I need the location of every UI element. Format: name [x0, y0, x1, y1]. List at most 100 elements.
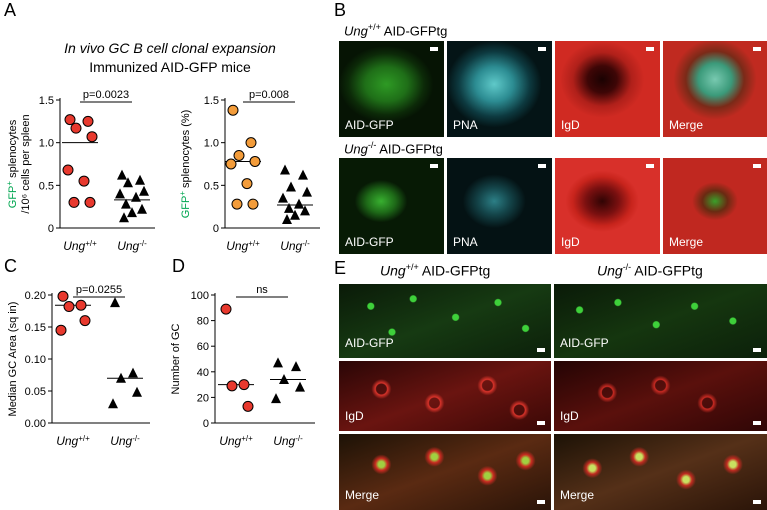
tile-label: IgD [560, 409, 579, 423]
y-tick-label: 0 [213, 223, 219, 235]
data-point-circle [64, 114, 76, 126]
p-value-label: ns [256, 284, 268, 296]
scale-bar [646, 47, 654, 51]
data-point-circle [63, 301, 75, 313]
y-label-sup: + [5, 181, 14, 186]
scale-bar [537, 500, 545, 504]
data-point-triangle [115, 188, 125, 199]
data-point-circle [249, 155, 261, 167]
tile-label: AID-GFP [345, 336, 394, 350]
data-point-triangle [279, 373, 289, 384]
p-value-label: p=0.008 [249, 89, 289, 101]
y-tick-label: 20 [197, 392, 209, 404]
y-tick-label: 0 [48, 223, 54, 235]
x-category-base: Ung [117, 239, 139, 253]
y-tick-label: 100 [191, 290, 209, 302]
scale-bar [753, 348, 761, 352]
x-category-genotype: +/+ [248, 239, 260, 248]
scale-bar [753, 421, 761, 425]
data-point-triangle [116, 372, 126, 383]
tile-label: Merge [560, 488, 595, 502]
data-point-triangle [286, 181, 296, 192]
data-point-triangle [139, 185, 149, 196]
data-point-circle [82, 115, 94, 127]
tile-label: AID-GFP [560, 336, 609, 350]
x-category-genotype: +/+ [78, 434, 90, 443]
x-category-label: Ung-/- [273, 434, 303, 449]
y-axis-label: GFP+ splenocytes [5, 119, 20, 208]
y-axis-label: Number of GC [170, 323, 182, 394]
x-category-base: Ung [226, 239, 248, 253]
b-r1-pna-tile: PNA [447, 41, 552, 137]
chart-c: 0.00 0.05 0.10 0.15 0.20 Median GC Area (sq i… [7, 284, 150, 449]
x-category-label: Ung-/- [117, 239, 147, 254]
x-category-base: Ung [110, 434, 132, 448]
x-category-label: Ung-/- [280, 239, 310, 254]
data-point-triangle [298, 169, 308, 180]
b-r2-merge-tile: Merge [663, 158, 767, 254]
scale-bar [430, 164, 438, 168]
tile-label: IgD [345, 409, 364, 423]
tile-label: AID-GFP [345, 118, 394, 132]
tile-label: IgD [561, 118, 580, 132]
x-category-genotype: -/- [295, 434, 303, 443]
y-tick-label: 0.15 [25, 322, 46, 334]
data-point-triangle [123, 177, 133, 188]
y-label-rest: splenocytes [7, 119, 19, 181]
b-r1-merge-tile: Merge [663, 41, 767, 137]
data-point-triangle [282, 213, 292, 224]
scale-bar [538, 47, 546, 51]
y-tick-label: 0.20 [25, 290, 46, 302]
b-r1-igd-tile: IgD [555, 41, 660, 137]
panel-letter-c: C [4, 256, 17, 276]
data-point-circle [220, 303, 232, 315]
scale-bar [430, 47, 438, 51]
x-category-label: Ung+/+ [219, 434, 253, 449]
e-wt-igd-tile: IgD [339, 361, 551, 431]
panel-letter-a: A [4, 0, 17, 20]
b-r2-igd-tile: IgD [555, 158, 660, 254]
data-point-circle [245, 137, 257, 149]
scale-bar [753, 47, 761, 51]
y-label-gfp: GFP [7, 186, 19, 209]
y-tick-label: 1.0 [204, 138, 219, 150]
y-axis-label-line2: /10⁶ cells per spleen [20, 114, 32, 213]
x-category-label: Ung+/+ [56, 434, 90, 449]
scale-bar [538, 164, 546, 168]
data-point-circle [70, 122, 82, 134]
x-category-label: Ung-/- [110, 434, 140, 449]
x-category-base: Ung [56, 434, 78, 448]
data-point-triangle [135, 174, 145, 185]
b-r2-pna-tile: PNA [447, 158, 552, 254]
x-category-genotype: +/+ [241, 434, 253, 443]
panel-e-col2-header: Ung-/- AID-GFPtg [597, 262, 703, 279]
x-category-genotype: -/- [302, 239, 310, 248]
data-point-triangle [117, 169, 127, 180]
x-category-base: Ung [280, 239, 302, 253]
y-tick-label: 0.05 [25, 386, 46, 398]
e-ko-merge-tile: Merge [554, 434, 767, 510]
y-tick-label: 0 [203, 418, 209, 430]
data-point-triangle [137, 203, 147, 214]
tile-label: AID-GFP [345, 235, 394, 249]
x-category-genotype: +/+ [85, 239, 97, 248]
e-ko-aidgfp-tile: AID-GFP [554, 284, 767, 358]
chart-a-left: 0 0.5 1.0 1.5 GFP+ splenocytes/10⁶ cells per… [5, 89, 155, 254]
y-label-gfp: GFP [180, 196, 192, 219]
y-tick-label: 0.5 [204, 180, 219, 192]
scale-bar [646, 164, 654, 168]
y-tick-label: 0.00 [25, 418, 46, 430]
x-category-base: Ung [273, 434, 295, 448]
data-point-circle [75, 299, 87, 311]
data-point-circle [233, 149, 245, 161]
data-point-triangle [108, 398, 118, 409]
scale-bar [537, 348, 545, 352]
scale-bar [753, 500, 761, 504]
data-point-circle [84, 196, 96, 208]
data-point-triangle [121, 198, 131, 209]
e-wt-merge-tile: Merge [339, 434, 551, 510]
tile-label: Merge [669, 118, 704, 132]
data-point-triangle [278, 192, 288, 203]
data-point-triangle [110, 297, 120, 308]
